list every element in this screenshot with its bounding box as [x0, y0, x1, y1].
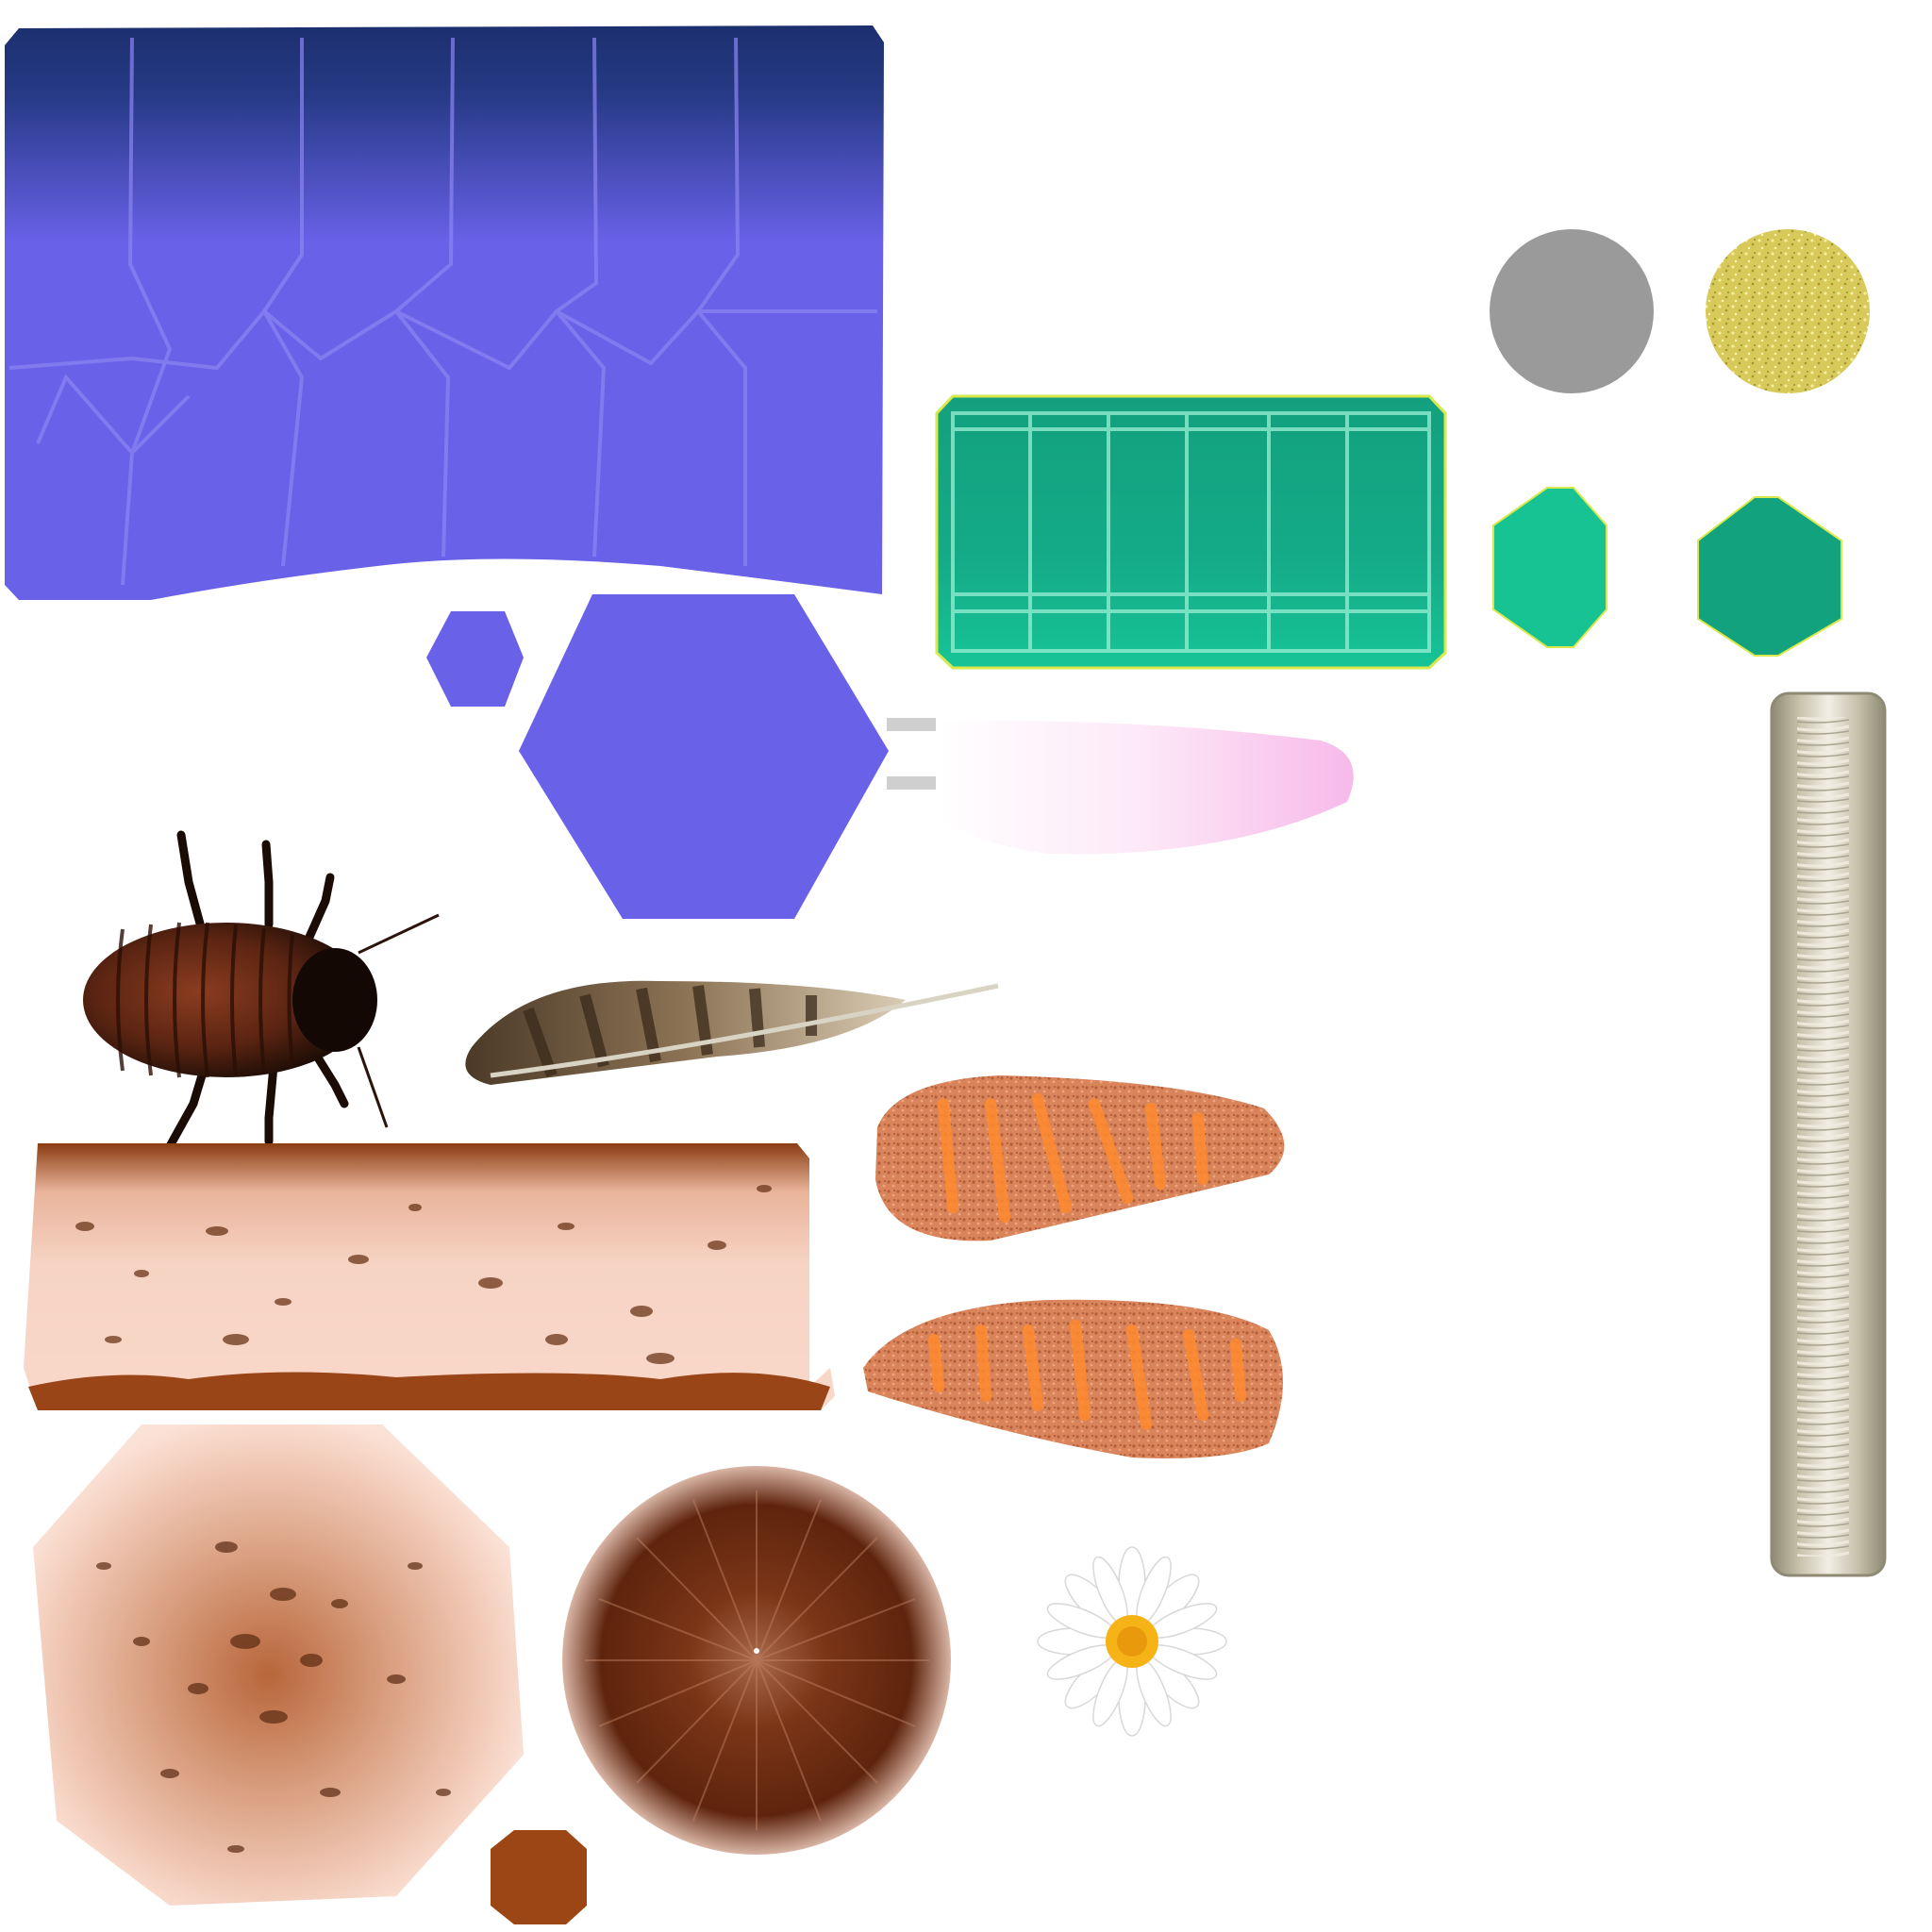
- coil-spring: [1770, 691, 1887, 1577]
- blue-cell-panel: [5, 25, 884, 600]
- carrot-texture-top: [875, 1075, 1285, 1241]
- green-octagon-dark: [1697, 496, 1842, 657]
- skin-speckled-disc: [33, 1424, 524, 1906]
- daisy-flower: [1037, 1546, 1227, 1737]
- skin-log-strip: [24, 1143, 835, 1410]
- pink-petal-strip: [887, 718, 1354, 855]
- gray-disc: [1490, 229, 1654, 393]
- green-octagon-light: [1492, 487, 1607, 648]
- green-grid-panel: [935, 394, 1447, 670]
- cockroach: [83, 830, 440, 1151]
- gold-glitter-disc: [1706, 229, 1870, 393]
- feather: [465, 980, 999, 1085]
- large-blue-hexagon: [519, 594, 889, 919]
- carrot-texture-bottom: [863, 1299, 1283, 1458]
- hair-radial-disc: [562, 1466, 951, 1855]
- rust-octagon: [491, 1830, 587, 1924]
- small-blue-hexagon: [426, 611, 524, 707]
